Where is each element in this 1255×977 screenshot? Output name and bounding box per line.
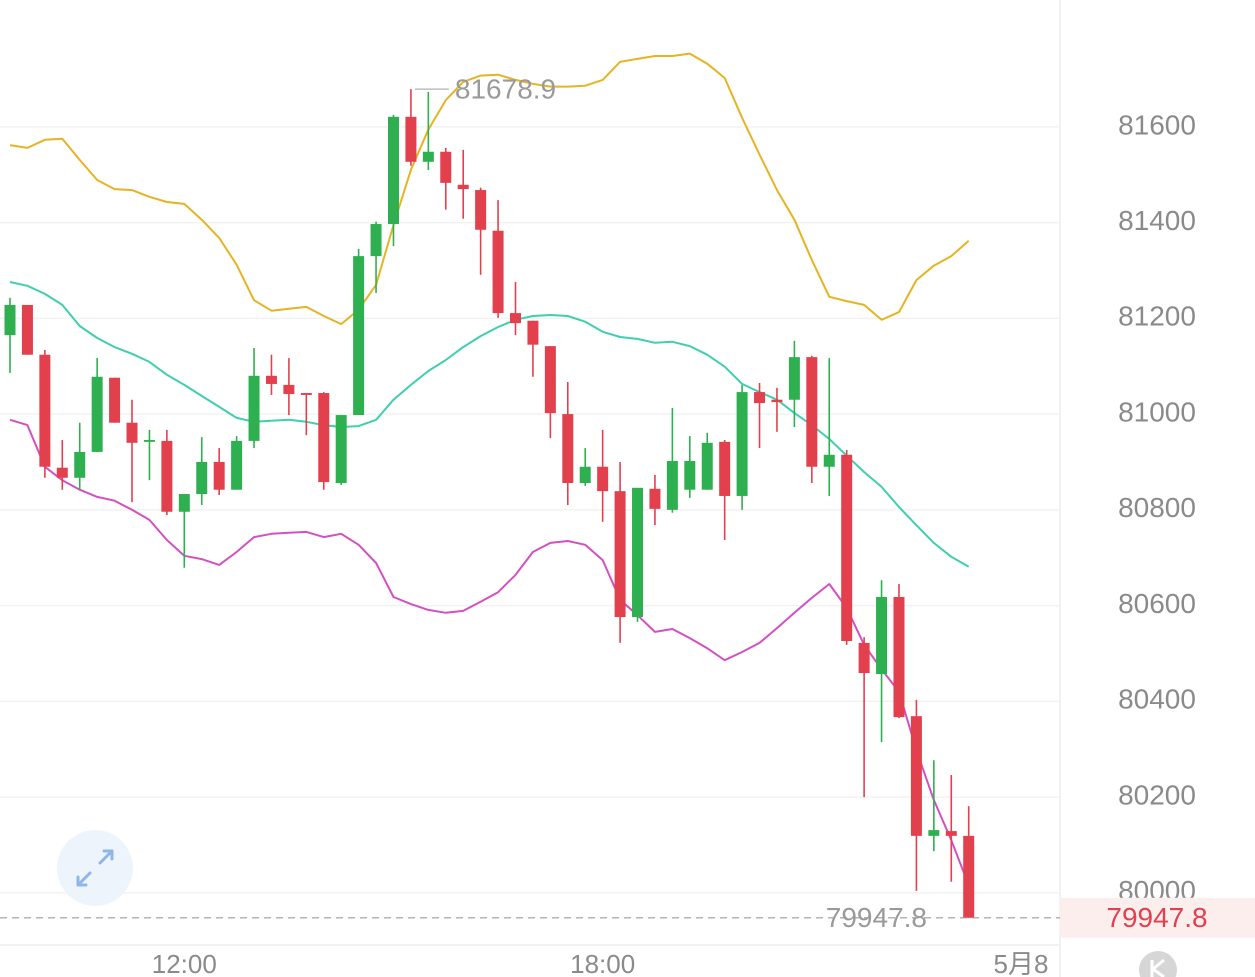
last-price-label: 79947.8 xyxy=(826,902,927,933)
y-tick-label: 80800 xyxy=(1118,492,1196,523)
candle-body xyxy=(579,466,591,484)
candle-body xyxy=(353,256,365,416)
candle-body xyxy=(196,461,208,495)
candle-body xyxy=(300,393,312,395)
candle-body xyxy=(213,461,225,490)
y-tick-label: 81000 xyxy=(1118,396,1196,427)
price-tag xyxy=(1060,897,1255,938)
candle-body xyxy=(649,488,661,509)
x-tick-label: 5月8 xyxy=(994,949,1049,977)
candle-body xyxy=(684,461,696,490)
candle-body xyxy=(876,596,888,675)
x-tick-label: 18:00 xyxy=(570,949,635,977)
y-tick-label: 80200 xyxy=(1118,779,1196,810)
y-tick-label: 81400 xyxy=(1118,205,1196,236)
labels: 8000080200804008060080800810008120081400… xyxy=(0,73,1255,977)
candle-body xyxy=(771,399,783,403)
candle-body xyxy=(318,393,330,483)
candle-body xyxy=(754,392,766,404)
x-tick-label: 12:00 xyxy=(152,949,217,977)
candle-body xyxy=(143,439,155,442)
candle-body xyxy=(265,375,277,384)
candle-body xyxy=(562,414,574,484)
candle-body xyxy=(788,357,800,400)
candle-body xyxy=(475,190,487,230)
candle-body xyxy=(736,392,748,496)
candle-body xyxy=(597,466,609,492)
candle-body xyxy=(335,415,347,484)
candle-body xyxy=(91,376,103,452)
candle-body xyxy=(370,224,382,257)
candle-body xyxy=(405,116,417,162)
candle-body xyxy=(283,384,295,394)
candle-body xyxy=(858,642,870,674)
candle-body xyxy=(126,422,138,443)
candle-body xyxy=(248,375,260,441)
high-marker-label: 81678.9 xyxy=(455,73,556,104)
y-tick-label: 80400 xyxy=(1118,684,1196,715)
candle-body xyxy=(492,230,504,314)
overlay-line xyxy=(9,52,970,326)
k-button[interactable] xyxy=(1139,951,1177,977)
candle-body xyxy=(457,184,469,190)
candle-body xyxy=(893,596,905,718)
candle-body xyxy=(632,487,644,618)
candle-body xyxy=(823,454,835,467)
candle-body xyxy=(806,357,818,467)
candle-body xyxy=(74,451,86,478)
grid xyxy=(0,126,1060,894)
y-tick-label: 81600 xyxy=(1118,109,1196,140)
candle-body xyxy=(527,320,539,345)
k-icon xyxy=(1150,958,1165,977)
candle-body xyxy=(422,151,434,162)
candle-body xyxy=(109,377,121,423)
candle-body xyxy=(231,440,243,490)
candles xyxy=(4,89,975,918)
candle-body xyxy=(39,354,51,467)
candle-body xyxy=(544,346,556,414)
candle-body xyxy=(614,491,626,618)
candle-body xyxy=(719,441,731,496)
candle-body xyxy=(56,467,68,478)
expand-circle[interactable] xyxy=(57,830,133,906)
candle-body xyxy=(161,440,173,512)
overlay-line xyxy=(9,418,970,886)
candle-body xyxy=(910,716,922,836)
candle-body xyxy=(666,461,678,510)
candle-body xyxy=(440,151,452,183)
y-tick-label: 80600 xyxy=(1118,588,1196,619)
price-tag-label: 79947.8 xyxy=(1106,902,1207,933)
expand-icon xyxy=(76,849,114,887)
candle-body xyxy=(178,494,190,512)
candle-body xyxy=(387,116,399,225)
y-tick-label: 81200 xyxy=(1118,301,1196,332)
expand-button[interactable] xyxy=(57,830,133,906)
candle-body xyxy=(963,835,975,918)
candle-body xyxy=(701,442,713,490)
candle-body xyxy=(928,830,940,836)
candle-body xyxy=(21,304,33,355)
candle-body xyxy=(841,454,853,642)
candle-body xyxy=(4,304,16,336)
candle-body xyxy=(510,313,521,324)
candle-body xyxy=(945,831,957,836)
